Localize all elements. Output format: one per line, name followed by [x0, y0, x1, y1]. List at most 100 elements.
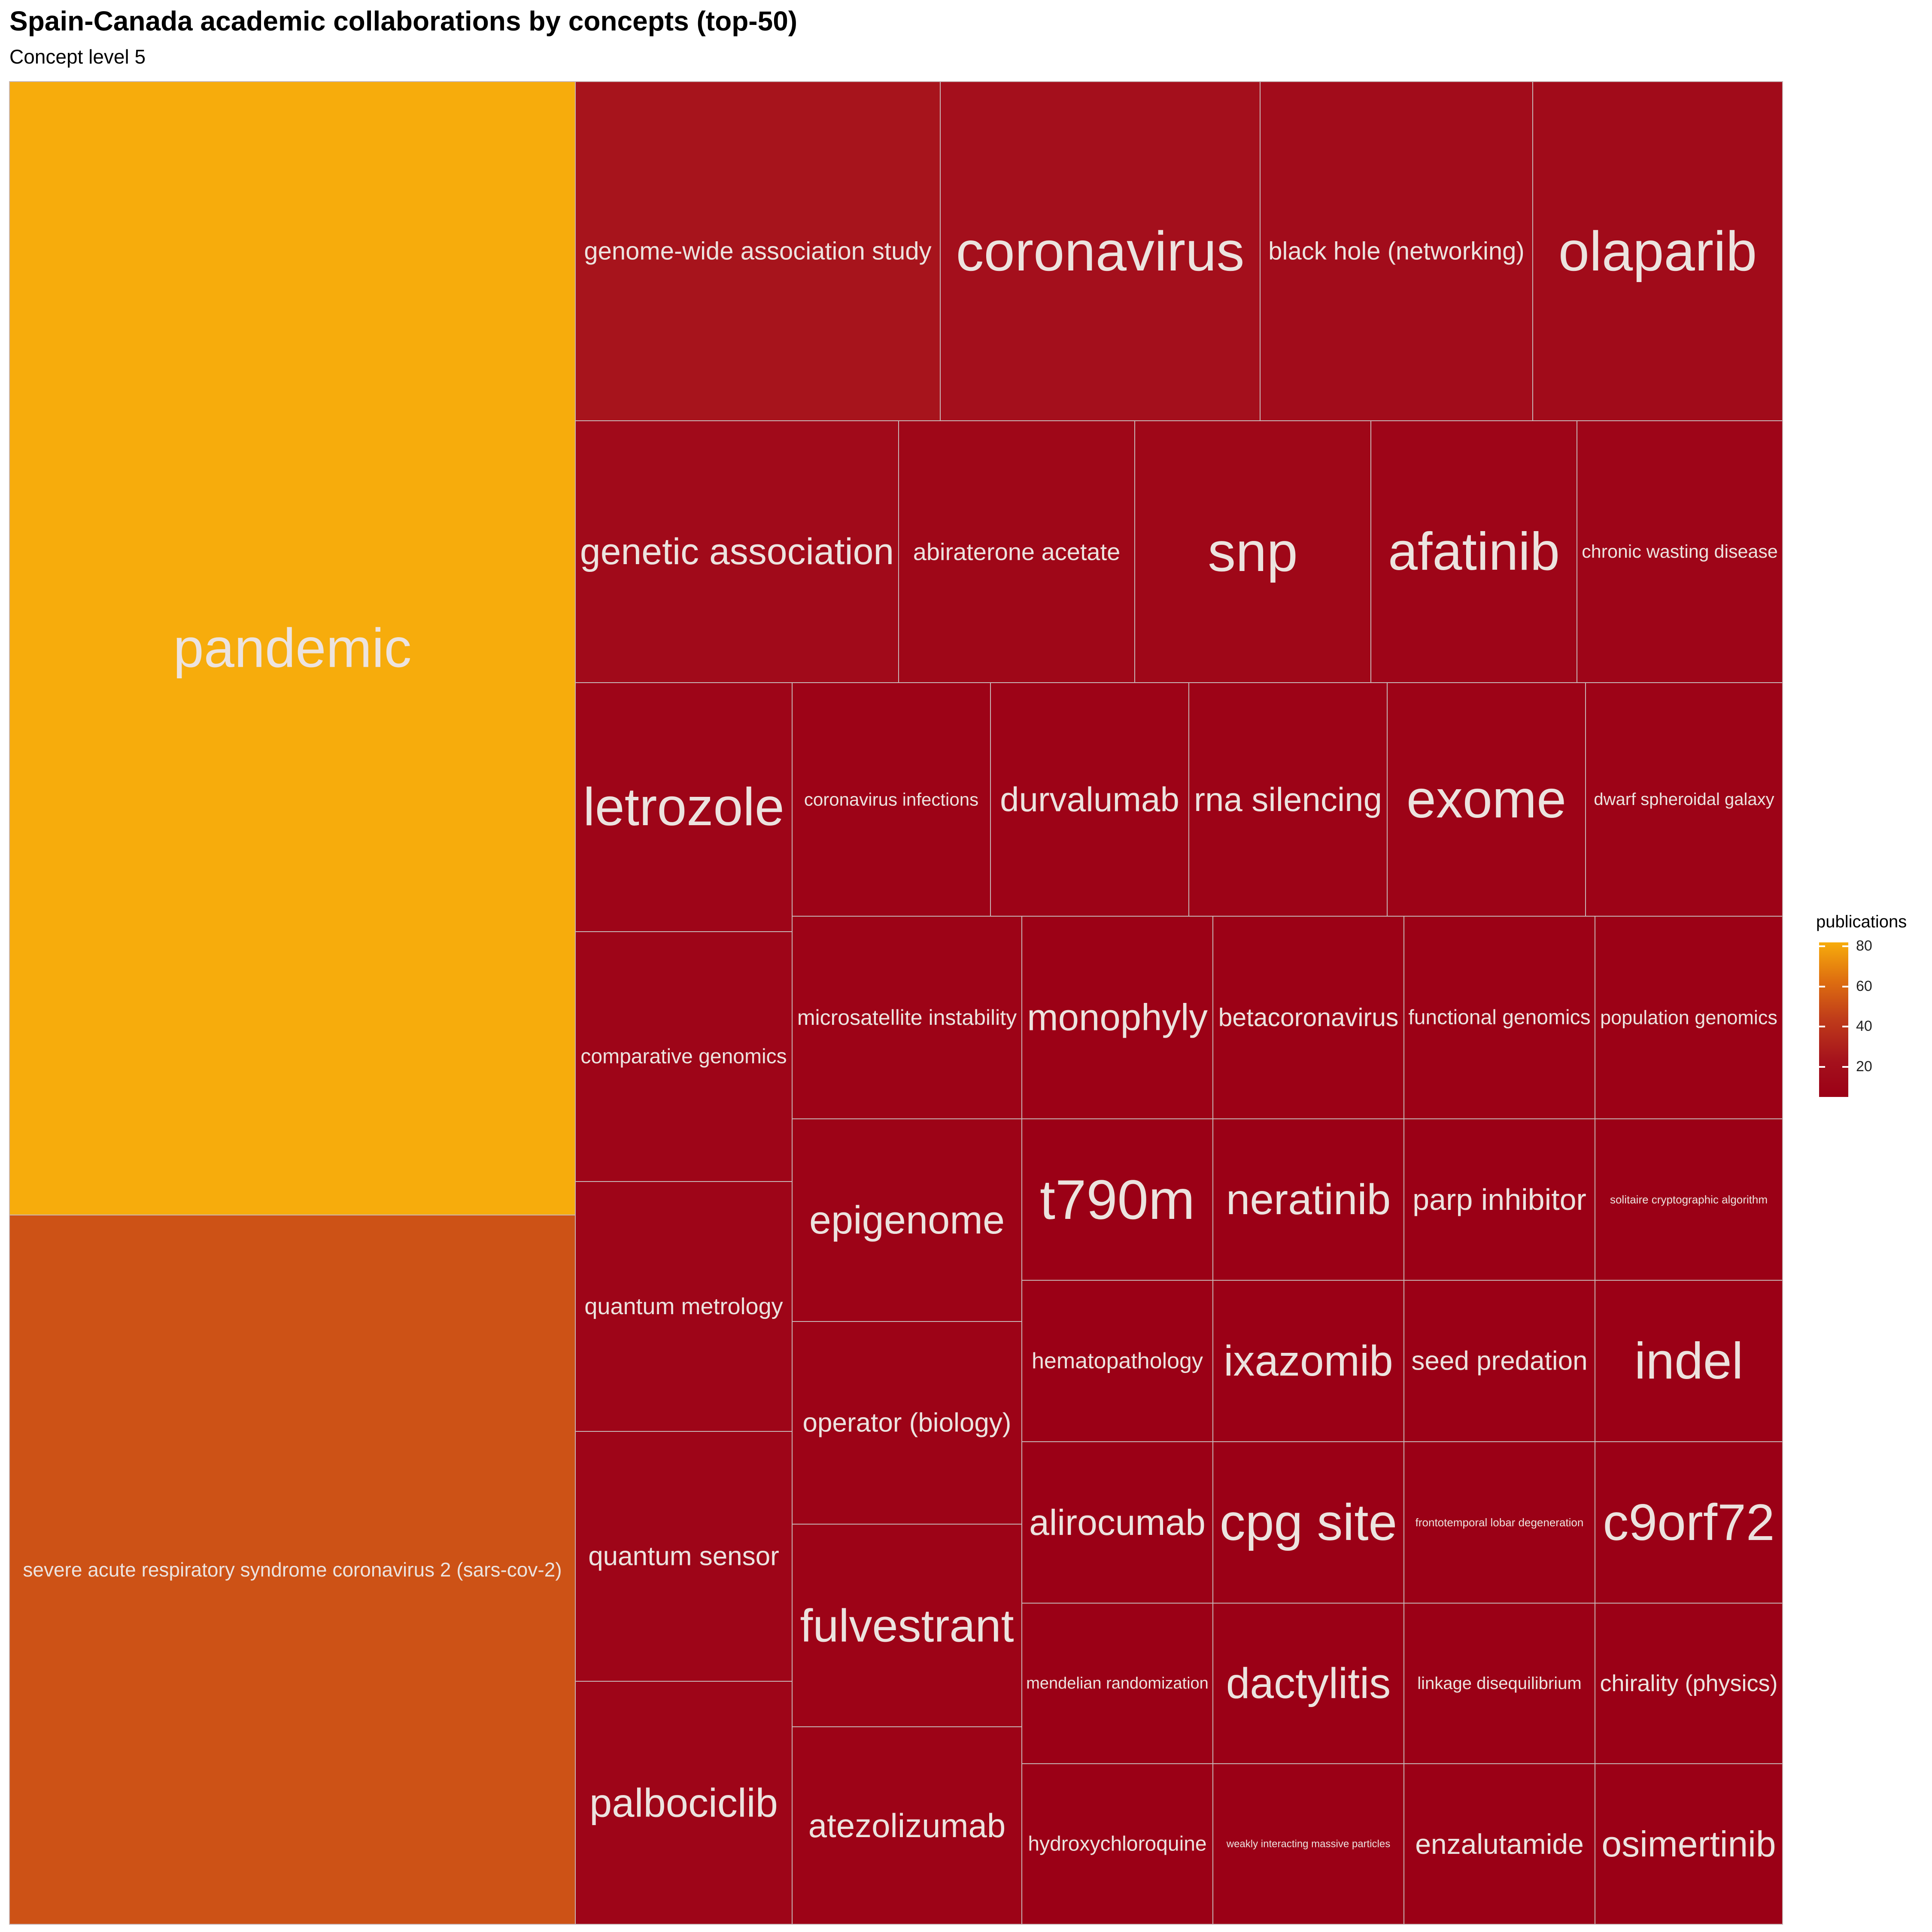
- tile-t790m: [1021, 1118, 1213, 1281]
- tile-quantum-metrology: [575, 1181, 793, 1432]
- tile-label-enzalutamide: enzalutamide: [1415, 1828, 1584, 1860]
- tile-label-microsatellite-instability: microsatellite instability: [797, 1005, 1017, 1030]
- tile-genetic-association: [575, 420, 899, 683]
- tile-label-weakly-interacting-massive-particles: weakly interacting massive particles: [1226, 1838, 1390, 1850]
- legend-color-bar: [1819, 942, 1848, 1097]
- tile-cpg-site: [1212, 1441, 1404, 1604]
- tile-black-hole-networking: [1260, 81, 1533, 421]
- tile-label-linkage-disequilibrium: linkage disequilibrium: [1417, 1674, 1581, 1693]
- tile-label-coronavirus-infections: coronavirus infections: [804, 790, 978, 810]
- tile-epigenome: [792, 1118, 1022, 1322]
- tile-afatinib: [1370, 420, 1577, 683]
- tile-abiraterone-acetate: [898, 420, 1135, 683]
- tile-label-mendelian-randomization: mendelian randomization: [1026, 1674, 1209, 1692]
- tile-dwarf-spheroidal-galaxy: [1585, 682, 1783, 917]
- tile-population-genomics: [1595, 916, 1783, 1119]
- tile-label-pandemic: pandemic: [173, 618, 412, 679]
- legend-tick-60: [1819, 985, 1825, 987]
- tile-pandemic: [9, 81, 576, 1215]
- tile-label-afatinib: afatinib: [1388, 522, 1560, 581]
- tile-label-atezolizumab: atezolizumab: [808, 1807, 1006, 1844]
- tile-label-comparative-genomics: comparative genomics: [580, 1045, 787, 1068]
- tile-label-monophyly: monophyly: [1027, 997, 1208, 1039]
- legend-tick-label: 20: [1856, 1058, 1872, 1075]
- tile-functional-genomics: [1403, 916, 1595, 1119]
- tile-label-black-hole-networking: black hole (networking): [1268, 237, 1524, 265]
- tile-label-olaparib: olaparib: [1558, 220, 1757, 283]
- tile-hydroxychloroquine: [1021, 1763, 1213, 1925]
- tile-operator-biology: [792, 1321, 1022, 1525]
- legend-tick-20: [1819, 1066, 1825, 1068]
- legend-tick-80: [1819, 945, 1825, 948]
- legend-tick-mark-80: [1842, 945, 1848, 948]
- tile-label-indel: indel: [1634, 1332, 1744, 1390]
- tile-label-population-genomics: population genomics: [1600, 1007, 1777, 1029]
- tile-label-durvalumab: durvalumab: [1000, 781, 1179, 819]
- tile-solitaire-cryptographic-algorithm: [1595, 1118, 1783, 1281]
- tile-label-severe-acute-respiratory-syndrome-coronavirus-2-sars-cov-2: severe acute respiratory syndrome corona…: [23, 1558, 562, 1581]
- tile-letrozole: [575, 682, 793, 932]
- tile-label-chronic-wasting-disease: chronic wasting disease: [1582, 541, 1778, 562]
- tile-label-exome: exome: [1406, 770, 1566, 829]
- tile-palbociclib: [575, 1681, 793, 1925]
- tile-label-operator-biology: operator (biology): [803, 1408, 1012, 1438]
- tile-label-alirocumab: alirocumab: [1029, 1502, 1206, 1543]
- tile-osimertinib: [1595, 1763, 1783, 1925]
- tile-severe-acute-respiratory-syndrome-coronavirus-2-sars-cov-2: [9, 1215, 576, 1925]
- tile-mendelian-randomization: [1021, 1603, 1213, 1764]
- tile-label-functional-genomics: functional genomics: [1408, 1006, 1590, 1029]
- legend-tick-mark-20: [1842, 1066, 1848, 1068]
- tile-c9orf72: [1595, 1441, 1783, 1604]
- legend-tick-40: [1819, 1026, 1825, 1028]
- tile-neratinib: [1212, 1118, 1404, 1281]
- tile-betacoronavirus: [1212, 916, 1404, 1119]
- tile-indel: [1595, 1280, 1783, 1442]
- tile-label-palbociclib: palbociclib: [589, 1780, 778, 1826]
- tile-label-chirality-physics: chirality (physics): [1600, 1671, 1777, 1696]
- tile-label-quantum-metrology: quantum metrology: [584, 1294, 783, 1319]
- legend-tick-mark-60: [1842, 985, 1848, 987]
- tile-label-quantum-sensor: quantum sensor: [588, 1542, 779, 1571]
- tile-monophyly: [1021, 916, 1213, 1119]
- tile-parp-inhibitor: [1403, 1118, 1595, 1281]
- legend-tick-label: 60: [1856, 978, 1872, 994]
- tile-label-genetic-association: genetic association: [580, 531, 894, 572]
- tile-label-frontotemporal-lobar-degeneration: frontotemporal lobar degeneration: [1416, 1516, 1584, 1529]
- tile-label-solitaire-cryptographic-algorithm: solitaire cryptographic algorithm: [1610, 1193, 1768, 1206]
- tile-seed-predation: [1403, 1280, 1595, 1442]
- tile-label-letrozole: letrozole: [583, 778, 784, 837]
- chart-title: Spain-Canada academic collaborations by …: [9, 6, 798, 36]
- tile-label-c9orf72: c9orf72: [1603, 1494, 1774, 1551]
- tile-label-t790m: t790m: [1040, 1168, 1195, 1231]
- tile-label-hematopathology: hematopathology: [1032, 1349, 1203, 1373]
- tile-label-snp: snp: [1208, 520, 1298, 583]
- tile-label-betacoronavirus: betacoronavirus: [1218, 1003, 1399, 1032]
- tile-label-epigenome: epigenome: [809, 1198, 1005, 1242]
- tile-chirality-physics: [1595, 1603, 1783, 1764]
- tile-label-dactylitis: dactylitis: [1226, 1659, 1391, 1707]
- tile-label-ixazomib: ixazomib: [1224, 1337, 1393, 1385]
- tile-coronavirus-infections: [792, 682, 991, 917]
- tile-genome-wide-association-study: [575, 81, 941, 421]
- tile-olaparib: [1532, 81, 1783, 421]
- tile-coronavirus: [940, 81, 1261, 421]
- tile-label-parp-inhibitor: parp inhibitor: [1413, 1183, 1586, 1216]
- tile-ixazomib: [1212, 1280, 1404, 1442]
- tile-label-neratinib: neratinib: [1226, 1176, 1391, 1224]
- tile-comparative-genomics: [575, 931, 793, 1182]
- tile-microsatellite-instability: [792, 916, 1022, 1119]
- tile-label-fulvestrant: fulvestrant: [800, 1600, 1014, 1652]
- tile-label-dwarf-spheroidal-galaxy: dwarf spheroidal galaxy: [1594, 790, 1774, 809]
- tile-label-genome-wide-association-study: genome-wide association study: [584, 237, 931, 265]
- tile-enzalutamide: [1403, 1763, 1595, 1925]
- legend-tick-label: 80: [1856, 938, 1872, 954]
- legend-title: publications: [1816, 912, 1907, 931]
- tile-label-abiraterone-acetate: abiraterone acetate: [913, 538, 1121, 565]
- tile-label-coronavirus: coronavirus: [956, 220, 1245, 283]
- tile-label-osimertinib: osimertinib: [1601, 1824, 1776, 1864]
- legend-tick-label: 40: [1856, 1018, 1872, 1035]
- tile-atezolizumab: [792, 1726, 1022, 1925]
- tile-fulvestrant: [792, 1524, 1022, 1727]
- chart-subtitle: Concept level 5: [9, 46, 146, 68]
